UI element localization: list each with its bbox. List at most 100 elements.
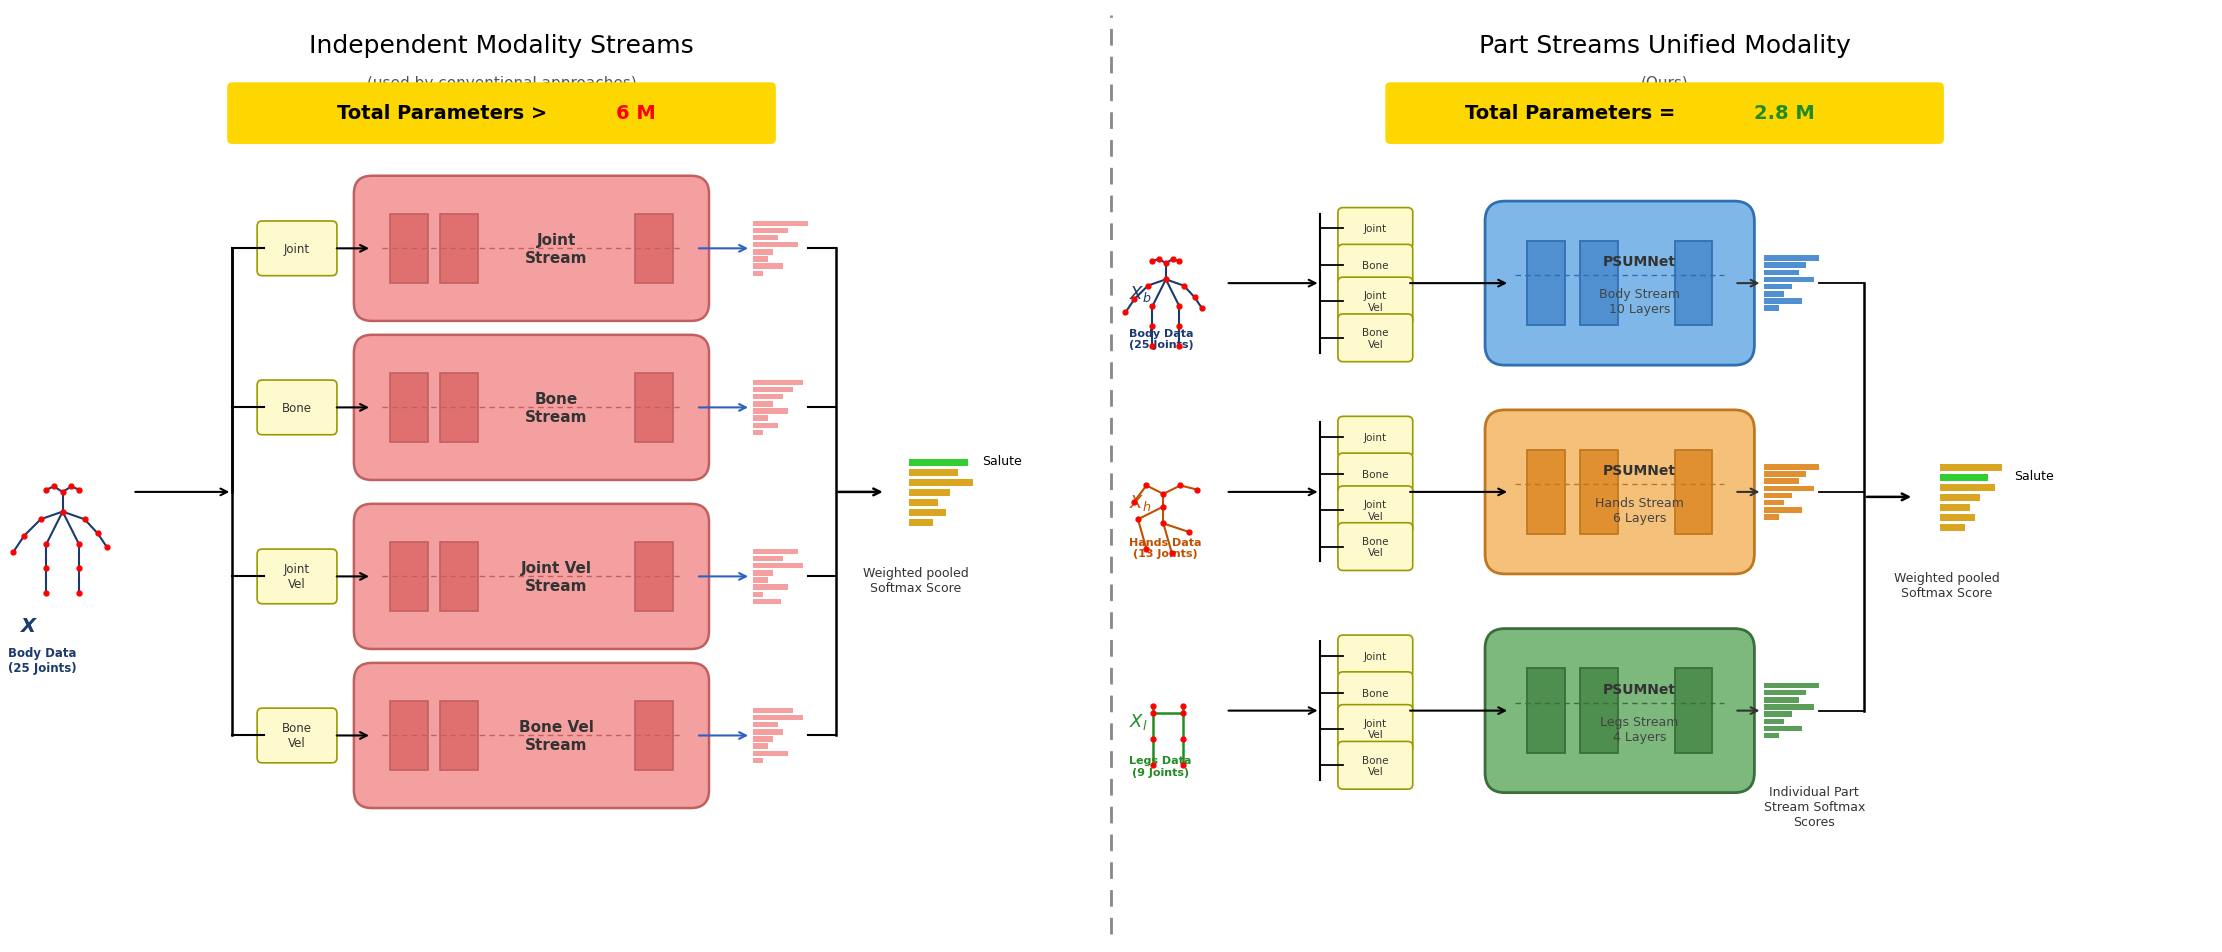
Bar bbox=[1764, 278, 1813, 283]
FancyBboxPatch shape bbox=[1338, 635, 1413, 677]
Text: X: X bbox=[20, 617, 36, 636]
Bar bbox=[1764, 684, 1820, 688]
Text: $X_b$: $X_b$ bbox=[1129, 284, 1151, 304]
Text: Joint Vel
Stream: Joint Vel Stream bbox=[520, 561, 591, 593]
Text: Legs Data
(9 Joints): Legs Data (9 Joints) bbox=[1129, 756, 1191, 777]
Bar bbox=[1527, 242, 1564, 326]
Bar bbox=[1764, 486, 1813, 491]
Text: Salute: Salute bbox=[2013, 469, 2053, 482]
Bar bbox=[1764, 479, 1800, 485]
FancyBboxPatch shape bbox=[353, 505, 709, 649]
FancyBboxPatch shape bbox=[258, 549, 338, 605]
Text: $X_l$: $X_l$ bbox=[1129, 711, 1147, 731]
Bar bbox=[1764, 270, 1800, 276]
Text: Independent Modality Streams: Independent Modality Streams bbox=[309, 33, 693, 57]
Text: Joint: Joint bbox=[284, 243, 311, 255]
Text: Individual Part
Stream Softmax
Scores: Individual Part Stream Softmax Scores bbox=[1764, 785, 1864, 828]
Bar bbox=[753, 416, 769, 422]
Text: $X_h$: $X_h$ bbox=[1129, 492, 1151, 512]
Text: Joint
Vel: Joint Vel bbox=[1364, 718, 1387, 740]
Bar bbox=[753, 744, 769, 749]
Bar bbox=[753, 394, 782, 400]
Bar bbox=[389, 373, 427, 443]
Bar bbox=[753, 570, 773, 576]
Bar bbox=[1764, 256, 1820, 262]
FancyBboxPatch shape bbox=[1484, 202, 1755, 366]
Bar bbox=[909, 469, 958, 477]
Bar bbox=[1764, 704, 1813, 710]
Bar bbox=[1764, 307, 1780, 311]
Text: Salute: Salute bbox=[982, 454, 1022, 467]
Bar bbox=[1580, 450, 1618, 535]
Text: PSUMNet: PSUMNet bbox=[1604, 464, 1675, 478]
FancyBboxPatch shape bbox=[1484, 410, 1755, 574]
Bar bbox=[753, 599, 780, 605]
Bar bbox=[389, 214, 427, 284]
Text: (used by conventional approaches): (used by conventional approaches) bbox=[367, 76, 635, 90]
Text: Bone
Stream: Bone Stream bbox=[524, 392, 587, 425]
FancyBboxPatch shape bbox=[1338, 454, 1413, 495]
Bar bbox=[753, 585, 789, 590]
Bar bbox=[753, 265, 782, 269]
Bar bbox=[753, 549, 798, 554]
Text: Joint
Vel: Joint Vel bbox=[1364, 500, 1387, 521]
Text: Bone
Vel: Bone Vel bbox=[1362, 755, 1389, 776]
Bar bbox=[1764, 690, 1806, 696]
Bar bbox=[909, 479, 973, 486]
FancyBboxPatch shape bbox=[1338, 486, 1413, 534]
Bar bbox=[440, 542, 478, 611]
Bar bbox=[1675, 242, 1713, 326]
Bar bbox=[753, 751, 789, 756]
Bar bbox=[1940, 514, 1975, 521]
Text: Joint: Joint bbox=[1364, 433, 1387, 443]
FancyBboxPatch shape bbox=[1338, 314, 1413, 363]
Bar bbox=[1764, 507, 1802, 513]
Bar bbox=[1940, 505, 1971, 511]
Bar bbox=[1764, 285, 1793, 290]
Text: Bone Vel
Stream: Bone Vel Stream bbox=[520, 720, 593, 752]
Text: Total Parameters =: Total Parameters = bbox=[1464, 104, 1682, 123]
Text: Joint: Joint bbox=[1364, 651, 1387, 662]
Bar bbox=[753, 243, 798, 248]
Text: (Ours): (Ours) bbox=[1640, 76, 1689, 90]
Bar bbox=[753, 556, 782, 562]
FancyBboxPatch shape bbox=[353, 664, 709, 808]
Bar bbox=[1764, 465, 1820, 470]
Bar bbox=[753, 257, 769, 263]
Bar bbox=[1764, 719, 1784, 724]
Bar bbox=[635, 701, 673, 770]
Bar bbox=[1940, 465, 2002, 471]
Text: Legs Stream
4 Layers: Legs Stream 4 Layers bbox=[1600, 715, 1680, 743]
Text: Weighted pooled
Softmax Score: Weighted pooled Softmax Score bbox=[862, 566, 969, 595]
FancyBboxPatch shape bbox=[1338, 245, 1413, 287]
Text: Bone: Bone bbox=[282, 402, 311, 414]
FancyBboxPatch shape bbox=[353, 176, 709, 322]
Bar bbox=[1527, 450, 1564, 535]
Bar bbox=[389, 542, 427, 611]
Text: Body Stream
10 Layers: Body Stream 10 Layers bbox=[1600, 288, 1680, 316]
Text: Bone
Vel: Bone Vel bbox=[1362, 536, 1389, 558]
Text: Weighted pooled
Softmax Score: Weighted pooled Softmax Score bbox=[1893, 572, 2000, 600]
Bar bbox=[1764, 299, 1802, 305]
Bar bbox=[909, 489, 951, 496]
Bar bbox=[1580, 242, 1618, 326]
Bar bbox=[753, 564, 802, 568]
FancyBboxPatch shape bbox=[258, 222, 338, 276]
Bar bbox=[753, 408, 789, 414]
FancyBboxPatch shape bbox=[1338, 704, 1413, 753]
Bar bbox=[1675, 450, 1713, 535]
FancyBboxPatch shape bbox=[1484, 629, 1755, 793]
Bar bbox=[440, 214, 478, 284]
Bar bbox=[1764, 263, 1806, 268]
Bar bbox=[1527, 668, 1564, 753]
Text: Joint: Joint bbox=[1364, 225, 1387, 234]
Bar bbox=[909, 499, 938, 506]
FancyBboxPatch shape bbox=[1338, 672, 1413, 714]
Text: Joint
Vel: Joint Vel bbox=[284, 563, 311, 591]
Bar bbox=[753, 228, 789, 234]
Text: PSUMNet: PSUMNet bbox=[1604, 682, 1675, 696]
Text: PSUMNet: PSUMNet bbox=[1604, 255, 1675, 269]
Bar bbox=[1764, 698, 1800, 703]
FancyBboxPatch shape bbox=[1338, 278, 1413, 326]
Bar bbox=[1580, 668, 1618, 753]
